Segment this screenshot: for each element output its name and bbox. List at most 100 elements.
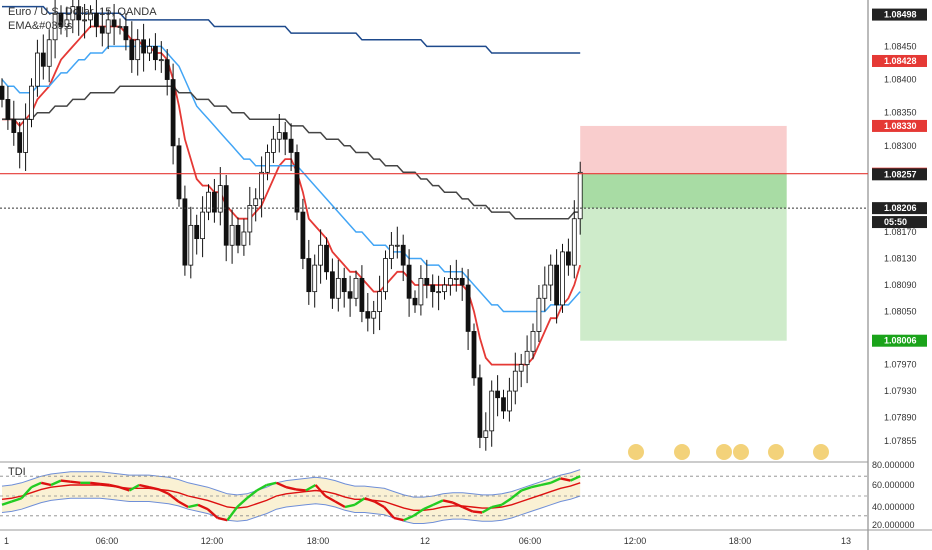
candle-body (548, 264, 554, 286)
tdi-price-segment (167, 492, 180, 503)
candle-body (400, 244, 406, 266)
time-axis[interactable]: 1 06:00 12:00 18:00 12 06:00 12:00 18:00 13 (4, 536, 851, 546)
tdi-price-segment (128, 483, 140, 492)
price-tick-label: 1.07970 (884, 360, 917, 370)
price-tick-label: 1.08300 (884, 141, 917, 151)
candles (0, 0, 583, 451)
price-tag (872, 54, 927, 67)
candle-body (359, 277, 365, 312)
candle-body (94, 12, 99, 27)
event-flags[interactable] (628, 444, 829, 460)
candle-body (412, 297, 418, 306)
candle-body (294, 152, 300, 213)
candle-body (506, 390, 512, 412)
candle-body (483, 430, 489, 438)
candle-body (276, 132, 282, 140)
candle-body (253, 198, 259, 206)
tdi-price-segment (521, 486, 532, 492)
tdi-price-segment (60, 479, 71, 483)
price-tag-label: 1.08206 (884, 203, 917, 213)
candle-body (265, 152, 270, 173)
candle-body (200, 211, 206, 240)
candle-body (188, 224, 194, 266)
flag-icon[interactable] (813, 444, 829, 460)
candle-body (158, 59, 164, 62)
price-tick-label: 1.08400 (884, 75, 917, 85)
candle-body (324, 244, 329, 273)
candle-body (247, 205, 253, 233)
candle-body (0, 85, 5, 100)
tdi-signal-line (1, 482, 581, 511)
tdi-price-segment (314, 484, 327, 497)
tdi-price-segment (266, 481, 277, 487)
tdi-price-segment (138, 483, 150, 489)
candle-body (152, 45, 158, 61)
candle-body (282, 132, 288, 140)
candle-body (88, 12, 93, 21)
price-tag-label: 05:50 (884, 217, 907, 227)
flag-icon[interactable] (733, 444, 749, 460)
position-tool[interactable] (580, 125, 787, 341)
candle-body (501, 397, 506, 412)
tdi-price-segment (187, 503, 199, 509)
candle-body (542, 284, 548, 299)
candle-body (194, 224, 200, 240)
flag-icon[interactable] (768, 444, 784, 460)
candle-body (206, 191, 211, 213)
tdi-price-segment (109, 483, 120, 489)
candle-body (64, 19, 70, 27)
time-tick-label: 12:00 (201, 536, 224, 546)
price-tick-label: 1.07855 (884, 436, 917, 446)
flag-icon[interactable] (674, 444, 690, 460)
flag-icon[interactable] (716, 444, 732, 460)
candle-body (442, 284, 447, 293)
candle-body (58, 12, 64, 27)
tdi-price-segment (305, 483, 317, 492)
tdi-price-segment (412, 508, 425, 517)
tdi-price-segment (432, 499, 444, 506)
candle-body (566, 251, 571, 266)
price-tag (872, 334, 927, 347)
tdi-price-segment (383, 506, 395, 519)
time-tick-label: 13 (841, 536, 851, 546)
price-tag-label: 1.08006 (884, 336, 917, 346)
price-tick-label: 1.08170 (884, 227, 917, 237)
candle-body (11, 118, 17, 133)
candle-body (164, 59, 170, 80)
target-zone-filled (580, 173, 787, 209)
tdi-tick-label: 20.000000 (872, 520, 915, 530)
candle-body (335, 277, 341, 299)
candle-body (365, 311, 371, 319)
time-tick-label: 18:00 (307, 536, 330, 546)
time-tick-label: 06:00 (519, 536, 542, 546)
price-axis[interactable]: 1.08450 1.08400 1.08350 1.08300 1.08170 1.081… (872, 8, 927, 530)
tdi-price-segment (491, 503, 503, 509)
tdi-price-segment (422, 503, 434, 511)
target-zone (580, 208, 787, 341)
horizontal-lines[interactable] (0, 173, 868, 209)
price-tick-label: 1.08050 (884, 307, 917, 317)
stop-loss-zone (580, 125, 787, 174)
tdi-price-segment (275, 481, 287, 489)
candle-body (377, 291, 383, 312)
tdi-panel (0, 469, 868, 524)
candle-body (560, 251, 565, 306)
tdi-price-segment (481, 505, 493, 514)
flag-icon[interactable] (628, 444, 644, 460)
candle-body (176, 145, 182, 200)
tdi-price-segment (1, 500, 13, 506)
candle-body (577, 171, 583, 220)
candle-body (512, 370, 518, 392)
tdi-label: TDI (8, 466, 26, 478)
tdi-price-segment (334, 500, 346, 509)
candle-body (536, 297, 542, 332)
candle-body (35, 52, 40, 87)
candle-body (554, 264, 559, 306)
tdi-price-segment (206, 508, 219, 519)
candle-body (182, 198, 188, 266)
price-tick-label: 1.08350 (884, 108, 917, 118)
candle-body (459, 277, 465, 286)
tdi-price-segment (472, 510, 483, 514)
tdi-price-segment (344, 503, 356, 509)
